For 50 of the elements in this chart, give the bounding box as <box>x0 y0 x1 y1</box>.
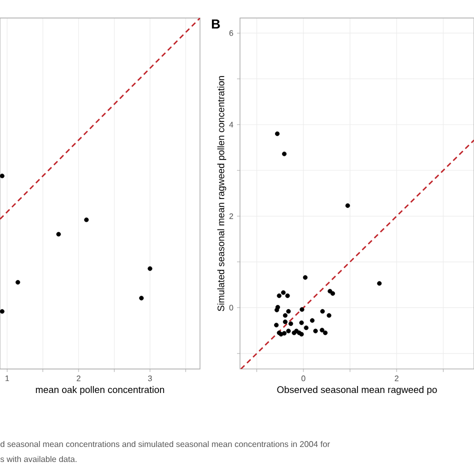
x-tick-label: 1 <box>6 376 9 382</box>
point <box>310 318 315 323</box>
y-tick-label: 0 <box>229 304 234 311</box>
point <box>84 218 89 222</box>
point <box>286 328 291 334</box>
point <box>304 326 308 330</box>
text: s with available data. <box>0 456 76 462</box>
point <box>0 174 4 178</box>
point <box>320 309 325 314</box>
point <box>286 309 291 314</box>
point <box>299 320 304 326</box>
point <box>274 131 280 136</box>
point <box>282 313 288 318</box>
point <box>320 328 324 332</box>
point <box>274 308 280 312</box>
x-tick-label: 3 <box>148 376 152 382</box>
point <box>326 313 332 318</box>
point <box>0 309 4 314</box>
point <box>148 266 152 271</box>
point <box>281 290 286 295</box>
point <box>16 280 20 285</box>
y-tick-label: 2 <box>229 213 234 219</box>
point <box>313 328 318 334</box>
x-axis-title: Observed seasonal mean ragweed po <box>277 386 437 395</box>
point <box>282 320 288 324</box>
point <box>139 296 144 300</box>
point <box>288 321 294 326</box>
y-axis-title: Simulated seasonal mean ragweed pollen concentration <box>217 76 226 312</box>
x-tick-label: 2 <box>394 376 398 382</box>
point <box>300 307 304 312</box>
point <box>274 322 279 328</box>
point <box>330 291 336 296</box>
point <box>56 232 61 237</box>
point <box>345 203 350 208</box>
point <box>323 330 328 336</box>
text: d seasonal mean concentrations and simulated seasonal mean concentrations in 2004 for <box>0 440 330 448</box>
point <box>285 293 290 298</box>
point <box>282 331 287 336</box>
point <box>299 332 304 337</box>
point <box>377 281 382 286</box>
y-tick-label: 4 <box>229 122 234 128</box>
y-tick-label: 6 <box>229 30 234 36</box>
chart-title: B <box>212 20 220 28</box>
point <box>282 152 287 156</box>
x-tick-label: 0 <box>301 376 306 382</box>
point <box>328 288 332 294</box>
point <box>276 293 282 298</box>
x-tick-label: 2 <box>76 376 80 382</box>
point <box>302 275 308 280</box>
x-axis-title: mean oak pollen concentration <box>36 386 164 395</box>
